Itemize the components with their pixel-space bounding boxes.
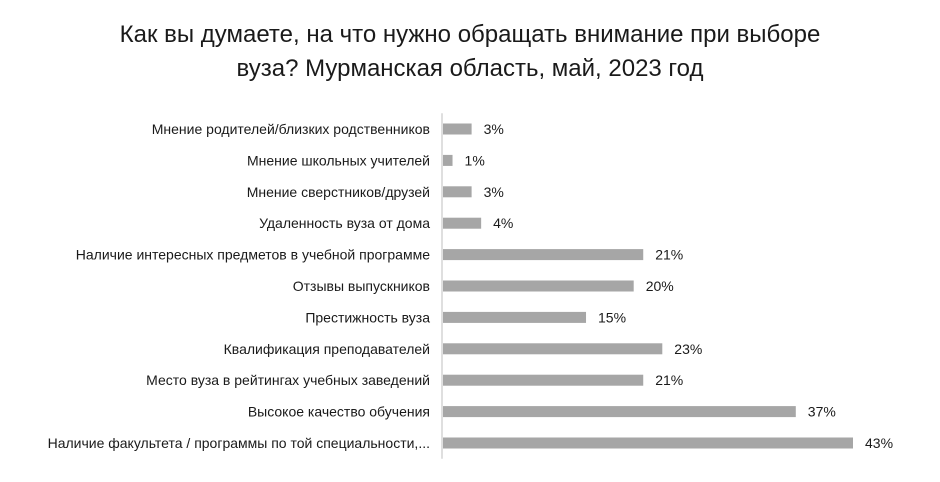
category-label: Мнение школьных учителей xyxy=(247,152,430,168)
bar xyxy=(443,154,453,166)
bars xyxy=(443,123,853,449)
data-label: 20% xyxy=(646,278,674,294)
category-label: Удаленность вуза от дома xyxy=(259,215,430,231)
data-label: 23% xyxy=(674,341,702,357)
bar xyxy=(443,249,644,261)
category-label: Наличие интересных предметов в учебной п… xyxy=(76,247,430,263)
data-label: 3% xyxy=(484,184,504,200)
bar xyxy=(443,217,482,229)
data-label: 4% xyxy=(493,215,513,231)
chart-title: Как вы думаете, на что нужно обращать вн… xyxy=(119,21,821,82)
category-label: Мнение сверстников/друзей xyxy=(247,184,430,200)
category-label: Наличие факультета / программы по той сп… xyxy=(48,435,430,451)
data-label: 37% xyxy=(808,404,836,420)
data-label: 1% xyxy=(465,152,485,168)
data-label: 3% xyxy=(484,121,504,137)
category-label: Квалификация преподавателей xyxy=(224,341,430,357)
data-label: 21% xyxy=(655,372,683,388)
bar xyxy=(443,311,587,323)
category-label: Высокое качество обучения xyxy=(248,404,430,420)
category-label: Отзывы выпускников xyxy=(293,278,430,294)
category-label: Мнение родителей/близких родственников xyxy=(152,121,430,137)
data-label: 15% xyxy=(598,309,626,325)
bar xyxy=(443,186,472,198)
value-labels: 3% 1% 3% 4% 21% 20% 15% 23% 21% 37% 43% xyxy=(465,121,893,451)
bar xyxy=(443,123,472,135)
category-label: Престижность вуза xyxy=(305,309,430,325)
category-label: Место вуза в рейтингах учебных заведений xyxy=(146,372,430,388)
bar xyxy=(443,406,796,418)
bar xyxy=(443,343,663,355)
bar xyxy=(443,374,644,386)
data-label: 21% xyxy=(655,247,683,263)
data-label: 43% xyxy=(865,435,893,451)
category-labels: Мнение родителей/близких родственников Мн… xyxy=(48,121,431,451)
bar xyxy=(443,280,634,292)
bar xyxy=(443,437,853,449)
